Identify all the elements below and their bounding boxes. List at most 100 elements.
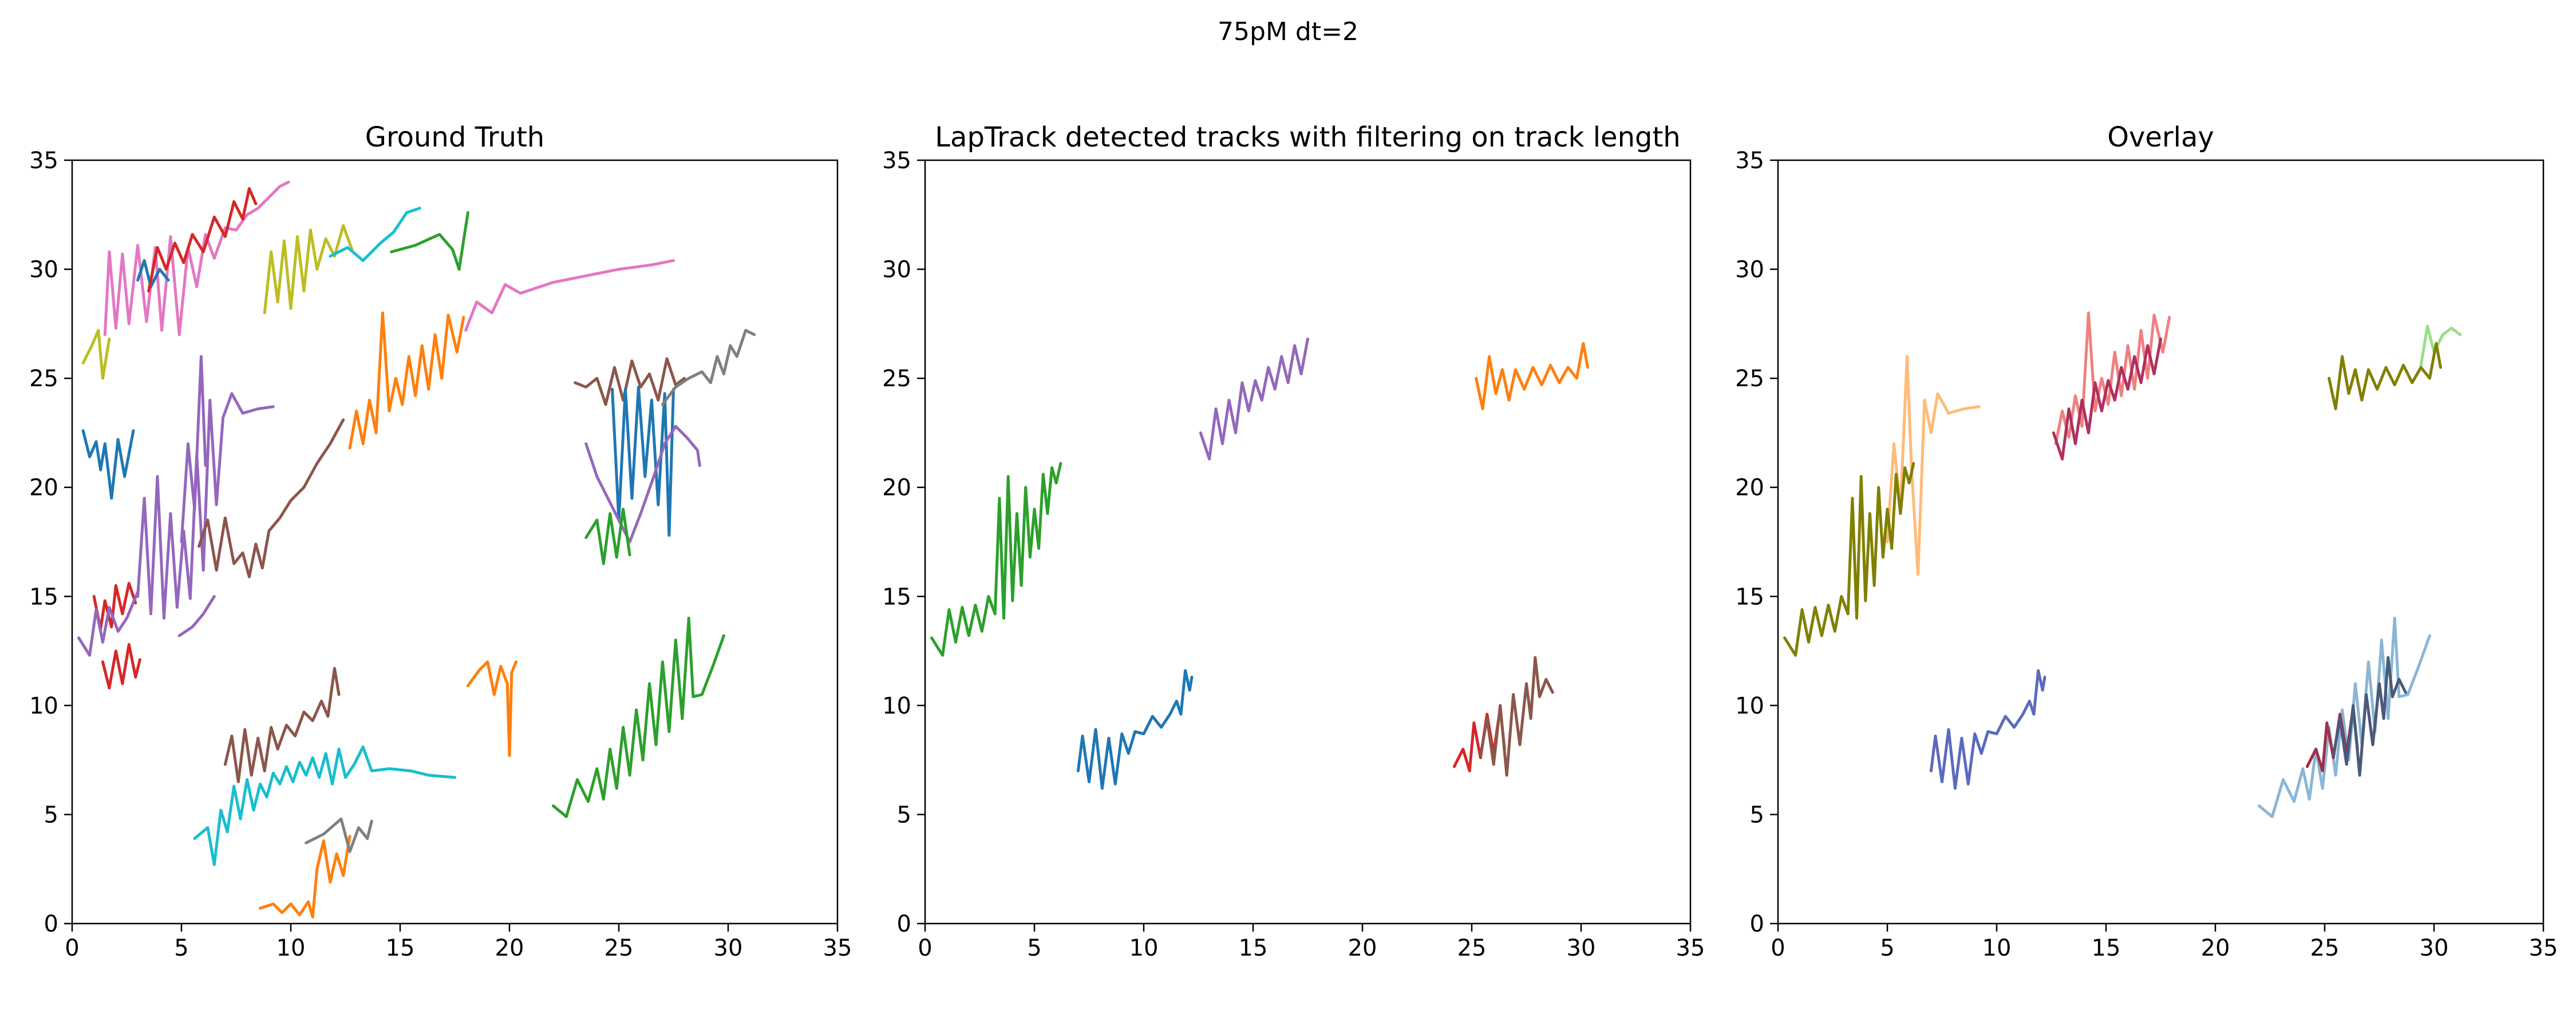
y-tick-label: 20 bbox=[29, 475, 58, 501]
x-tick-label: 25 bbox=[605, 935, 634, 961]
track-line-17 bbox=[348, 311, 465, 450]
track-line-1 bbox=[92, 581, 137, 631]
track-line-3 bbox=[1199, 338, 1309, 461]
y-tick-label: 15 bbox=[1735, 584, 1764, 610]
y-tick-label: 10 bbox=[29, 693, 58, 719]
y-tick-label: 5 bbox=[1750, 802, 1764, 828]
y-tick-label: 30 bbox=[882, 257, 911, 283]
y-tick-label: 30 bbox=[1735, 257, 1764, 283]
x-tick-label: 10 bbox=[1129, 935, 1159, 961]
y-tick-label: 0 bbox=[44, 911, 58, 937]
x-tick-label: 0 bbox=[918, 935, 932, 961]
series-group bbox=[930, 338, 1589, 790]
track-line-3 bbox=[77, 591, 140, 657]
track-line-13 bbox=[329, 207, 421, 262]
x-tick-label: 20 bbox=[495, 935, 524, 961]
x-tick-label: 35 bbox=[1676, 935, 1705, 961]
x-tick-label: 15 bbox=[1239, 935, 1268, 961]
track-line-12 bbox=[263, 224, 354, 315]
x-tick-label: 20 bbox=[2201, 935, 2230, 961]
y-tick-label: 30 bbox=[29, 257, 58, 283]
series-group bbox=[1783, 311, 2462, 818]
x-tick-label: 15 bbox=[386, 935, 415, 961]
track-line-5 bbox=[180, 355, 207, 544]
y-tick-label: 20 bbox=[882, 475, 911, 501]
y-tick-label: 15 bbox=[882, 584, 911, 610]
track-line-16 bbox=[197, 418, 345, 579]
track-line-6 bbox=[2419, 324, 2462, 367]
subplot-2: LapTrack detected tracks with filtering … bbox=[882, 121, 1705, 961]
x-tick-label: 5 bbox=[174, 935, 188, 961]
track-line-1 bbox=[1886, 355, 1981, 576]
track-line-18 bbox=[574, 357, 686, 406]
track-line-10 bbox=[2332, 656, 2407, 777]
x-tick-label: 5 bbox=[1880, 935, 1894, 961]
subplot-3: Overlay 0 5 10 15 20 25 30 35 0 5 10 15 20 25 30 35 bbox=[1735, 121, 2558, 961]
y-tick-label: 10 bbox=[882, 693, 911, 719]
x-tick-label: 30 bbox=[2420, 935, 2449, 961]
track-line-21 bbox=[584, 508, 631, 565]
y-tick-label: 5 bbox=[44, 802, 58, 828]
y-tick-label: 0 bbox=[897, 911, 911, 937]
track-line-4 bbox=[1475, 342, 1589, 410]
y-tick-label: 0 bbox=[1750, 911, 1764, 937]
track-line-2 bbox=[1783, 462, 1915, 657]
y-tick-label: 15 bbox=[29, 584, 58, 610]
subplot-title: LapTrack detected tracks with filtering … bbox=[935, 121, 1680, 153]
subplot-title: Overlay bbox=[2107, 121, 2214, 153]
track-line-3 bbox=[2054, 311, 2171, 445]
y-tick-label: 35 bbox=[882, 148, 911, 174]
y-tick-label: 25 bbox=[1735, 366, 1764, 392]
y-tick-label: 20 bbox=[1735, 475, 1764, 501]
axes-frame bbox=[924, 159, 1692, 925]
subplot-1: Ground Truth 0 5 10 15 20 25 30 35 0 5 10 15 20 25 30 35 bbox=[29, 121, 852, 961]
track-line-11 bbox=[81, 328, 111, 380]
track-line-4 bbox=[2052, 338, 2162, 461]
track-line-6 bbox=[177, 595, 216, 637]
y-tick-label: 10 bbox=[1735, 693, 1764, 719]
track-line-27 bbox=[259, 835, 351, 919]
subplot-panels: Ground Truth 0 5 10 15 20 25 30 35 0 5 10 15 20 25 30 35… bbox=[29, 121, 2558, 961]
x-tick-label: 0 bbox=[65, 935, 79, 961]
track-line-8 bbox=[2257, 616, 2431, 818]
y-tick-label: 25 bbox=[882, 366, 911, 392]
x-tick-label: 25 bbox=[2310, 935, 2340, 961]
y-tick-label: 35 bbox=[1735, 148, 1764, 174]
x-tick-label: 30 bbox=[714, 935, 743, 961]
x-tick-label: 15 bbox=[2092, 935, 2121, 961]
track-line-1 bbox=[930, 462, 1062, 657]
track-line-7 bbox=[103, 180, 290, 336]
track-line-14 bbox=[390, 211, 469, 271]
track-line-5 bbox=[1929, 669, 2046, 790]
track-line-28 bbox=[305, 817, 373, 853]
y-tick-label: 35 bbox=[29, 148, 58, 174]
axes-frame bbox=[1777, 159, 2545, 925]
track-line-6 bbox=[1479, 656, 1554, 777]
track-line-26 bbox=[193, 745, 456, 866]
axes-frame bbox=[71, 159, 839, 925]
track-line-7 bbox=[2328, 342, 2442, 410]
x-tick-label: 30 bbox=[1567, 935, 1596, 961]
track-line-2 bbox=[101, 643, 141, 690]
subplot-title: Ground Truth bbox=[365, 121, 544, 153]
x-tick-label: 25 bbox=[1457, 935, 1487, 961]
track-line-23 bbox=[551, 616, 725, 818]
track-line-8 bbox=[464, 259, 675, 332]
track-line-10 bbox=[147, 187, 258, 293]
track-line-2 bbox=[1076, 669, 1194, 790]
track-line-15 bbox=[81, 429, 135, 500]
figure-suptitle: 75pM dt=2 bbox=[1218, 17, 1358, 46]
x-tick-label: 35 bbox=[823, 935, 852, 961]
track-line-24 bbox=[466, 660, 517, 757]
series-group bbox=[77, 180, 756, 919]
y-tick-label: 25 bbox=[29, 366, 58, 392]
track-line-25 bbox=[223, 667, 341, 783]
track-line-20 bbox=[584, 425, 701, 544]
x-tick-label: 10 bbox=[276, 935, 306, 961]
x-tick-label: 5 bbox=[1027, 935, 1041, 961]
track-line-22 bbox=[661, 328, 756, 406]
x-tick-label: 35 bbox=[2529, 935, 2558, 961]
track-line-4 bbox=[136, 392, 275, 620]
y-tick-label: 5 bbox=[897, 802, 911, 828]
